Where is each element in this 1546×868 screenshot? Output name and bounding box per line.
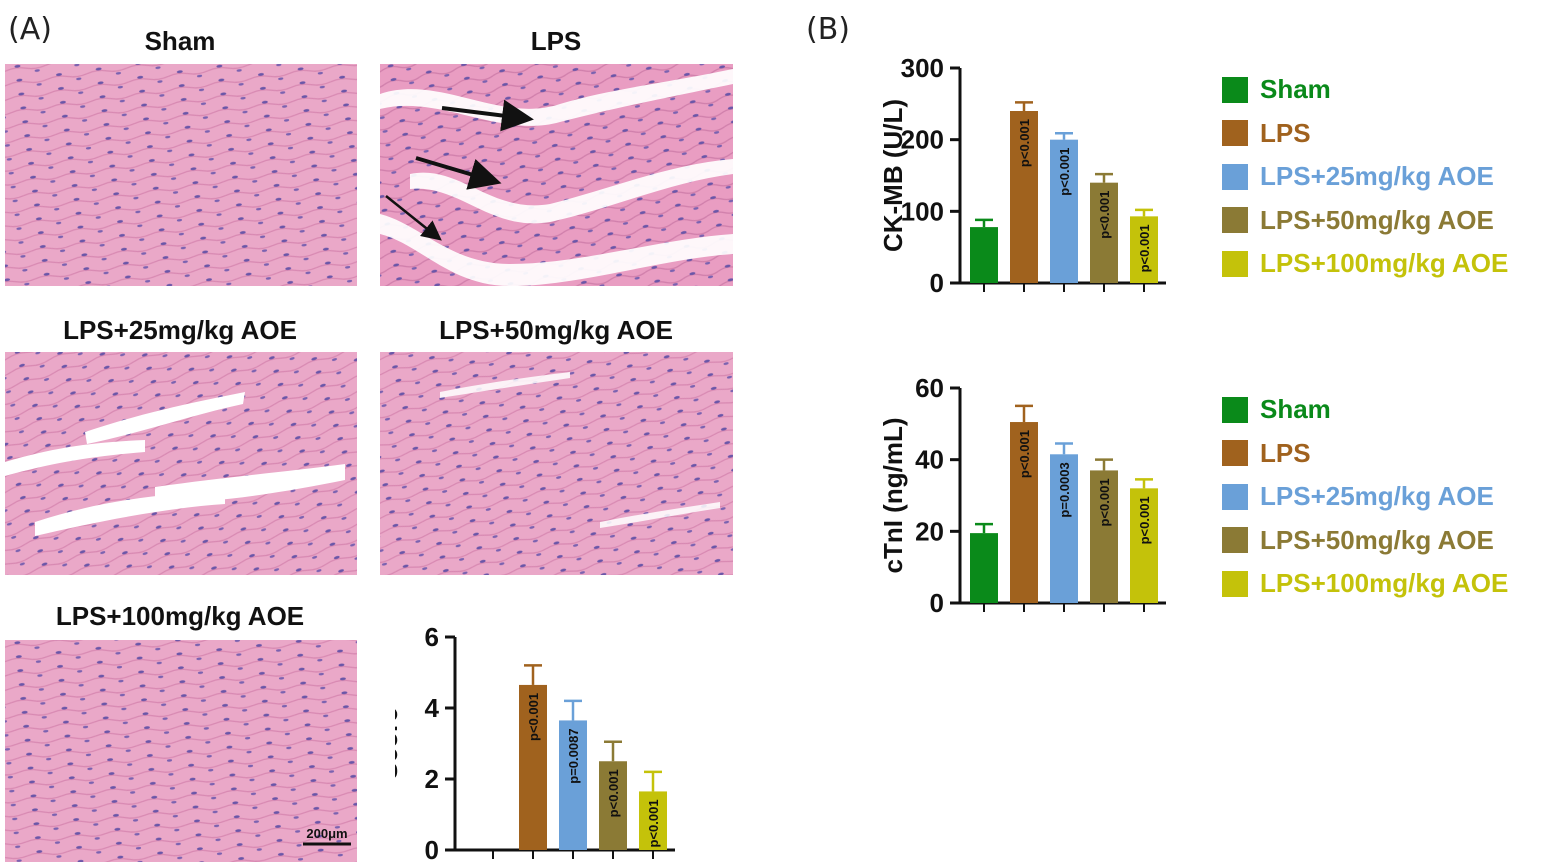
arrow-3 <box>385 195 442 241</box>
arrow-1 <box>441 99 534 132</box>
p-value-label: p=0.0087 <box>566 728 581 783</box>
legend-swatch <box>1222 570 1248 597</box>
y-tick-label: 0 <box>930 268 944 298</box>
scale-bar-label: 200μm <box>306 826 347 841</box>
image-title-lps: LPS <box>530 26 582 56</box>
y-tick-label: 300 <box>901 55 944 83</box>
p-value-label: p=0.0003 <box>1057 462 1072 517</box>
tissue-pattern: 200μm <box>5 640 357 862</box>
image-title-lps-100: LPS+100mg/kg AOE <box>55 601 305 631</box>
legend-swatch <box>1222 163 1248 190</box>
p-value-label: p<0.001 <box>1017 119 1032 167</box>
bar <box>1130 216 1158 283</box>
bar <box>970 227 998 283</box>
legend-swatch <box>1222 440 1248 466</box>
bar <box>1130 488 1158 603</box>
panel-a-label: (A) <box>8 12 52 47</box>
legend-ctni: Sham LPS LPS+25mg/kg AOE LPS+50mg/kg AOE LPS… <box>1222 394 1544 614</box>
legend-label: LPS+50mg/kg AOE <box>1260 524 1494 555</box>
p-value-label: p<0.001 <box>1137 496 1152 544</box>
bar <box>639 791 667 850</box>
bar <box>1050 139 1078 283</box>
bar <box>1010 422 1038 603</box>
legend-item: LPS+100mg/kg AOE <box>1222 568 1508 599</box>
tissue-pattern <box>5 64 357 286</box>
p-value-label: p<0.001 <box>646 799 661 847</box>
legend-label: Sham <box>1260 394 1331 424</box>
y-axis-label: Score <box>395 707 403 779</box>
legend-label: LPS+100mg/kg AOE <box>1260 568 1509 598</box>
arrow-2 <box>415 156 502 190</box>
legend-ckmb: Sham LPS LPS+25mg/kg AOE LPS+50mg/kg AOE LPS… <box>1222 74 1544 294</box>
legend-item: LPS+50mg/kg AOE <box>1222 205 1494 236</box>
histology-image-sham <box>5 64 357 286</box>
image-title-lps-25: LPS+25mg/kg AOE <box>63 315 297 345</box>
legend-label: LPS <box>1260 437 1311 468</box>
panel-b-label: (B) <box>806 12 850 47</box>
y-tick-label: 0 <box>425 835 439 865</box>
legend-label: LPS+25mg/kg AOE <box>1260 161 1494 191</box>
tissue-pattern <box>380 352 733 575</box>
legend-swatch <box>1222 207 1248 233</box>
histology-image-lps-100: 200μm <box>5 640 357 862</box>
chart-score: 0 2 4 6 Score p<0.001 p=0.0087 p<0.001 p<0.001 <box>395 625 675 865</box>
p-value-label: p<0.001 <box>1057 148 1072 196</box>
p-value-label: p<0.001 <box>1017 430 1032 478</box>
legend-swatch <box>1222 250 1248 277</box>
legend-item: LPS+50mg/kg AOE <box>1222 525 1494 556</box>
legend-label: LPS+50mg/kg AOE <box>1260 204 1494 235</box>
histology-image-lps <box>380 64 733 286</box>
legend-item: LPS <box>1222 438 1311 469</box>
p-value-label: p<0.001 <box>606 769 621 817</box>
legend-item: LPS+25mg/kg AOE <box>1222 481 1494 512</box>
legend-item: LPS+100mg/kg AOE <box>1222 248 1508 279</box>
legend-swatch <box>1222 483 1248 510</box>
y-tick-label: 6 <box>425 625 439 652</box>
y-tick-label: 4 <box>425 693 440 723</box>
image-title-lps-50: LPS+50mg/kg AOE <box>439 315 673 345</box>
p-value-label: p<0.001 <box>1097 478 1112 526</box>
y-tick-label: 100 <box>901 196 944 226</box>
y-tick-label: 40 <box>915 445 944 475</box>
legend-swatch <box>1222 527 1248 553</box>
legend-label: LPS <box>1260 117 1311 148</box>
legend-label: Sham <box>1260 74 1331 104</box>
legend-swatch <box>1222 120 1248 146</box>
p-value-label: p<0.001 <box>1097 191 1112 239</box>
legend-item: Sham <box>1222 74 1331 105</box>
y-tick-label: 0 <box>930 588 944 618</box>
y-tick-label: 60 <box>915 375 944 403</box>
y-tick-label: 2 <box>425 764 439 794</box>
y-tick-label: 20 <box>915 516 944 546</box>
bar <box>1050 454 1078 603</box>
y-tick-label: 200 <box>901 125 944 155</box>
bar <box>970 533 998 603</box>
bar <box>1090 470 1118 603</box>
legend-swatch <box>1222 76 1248 103</box>
image-title-sham: Sham <box>144 26 216 56</box>
y-axis-label: CK-MB (U/L) <box>878 99 908 252</box>
y-axis-label: cTnI (ng/mL) <box>878 418 908 574</box>
bar <box>519 684 547 850</box>
bar <box>1090 182 1118 283</box>
legend-label: LPS+100mg/kg AOE <box>1260 248 1509 278</box>
legend-item: Sham <box>1222 394 1331 425</box>
bar <box>1010 111 1038 283</box>
tissue-pattern <box>380 64 733 286</box>
p-value-label: p<0.001 <box>1137 224 1152 272</box>
legend-swatch <box>1222 396 1248 423</box>
histology-image-lps-50 <box>380 352 733 575</box>
chart-ckmb: 0 100 200 300 CK-MB (U/L) p<0.001 p<0.001 p<0.0… <box>878 55 1166 298</box>
bar <box>599 761 627 850</box>
p-value-label: p<0.001 <box>526 693 541 741</box>
bar <box>559 720 587 850</box>
histology-image-lps-25 <box>5 352 357 575</box>
legend-item: LPS <box>1222 118 1311 149</box>
legend-label: LPS+25mg/kg AOE <box>1260 481 1494 511</box>
tissue-pattern <box>5 352 357 575</box>
legend-item: LPS+25mg/kg AOE <box>1222 161 1494 192</box>
